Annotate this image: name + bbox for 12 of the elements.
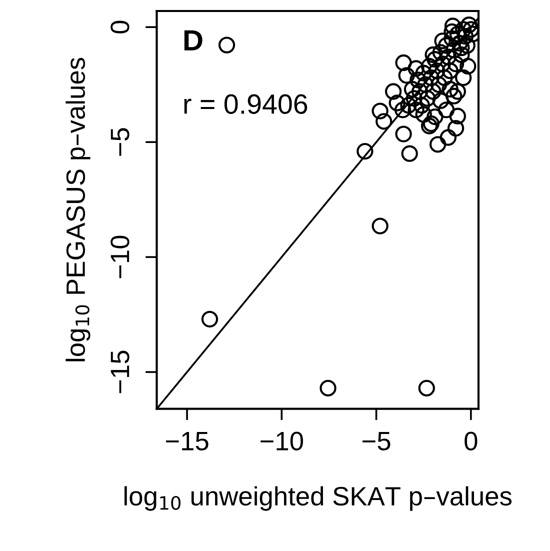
x-tick-label: 0 — [464, 432, 478, 450]
x-tick-label: −5 — [362, 432, 390, 450]
y-tick-label: −5 — [110, 128, 130, 156]
y-tick-label: −10 — [110, 236, 130, 278]
y-tick-label: 0 — [110, 20, 130, 34]
x-tick-label: −10 — [260, 432, 304, 450]
annotation: r = 0.9406 — [184, 94, 308, 114]
y-axis-title: log$_{10}$ PEGASUS p–values — [66, 58, 90, 362]
annotation: D — [184, 30, 202, 50]
x-tick-label: −15 — [166, 432, 208, 450]
x-axis-title: log$_{10}$ unweighted SKAT p–values — [124, 486, 512, 511]
y-tick-label: −15 — [110, 350, 130, 394]
